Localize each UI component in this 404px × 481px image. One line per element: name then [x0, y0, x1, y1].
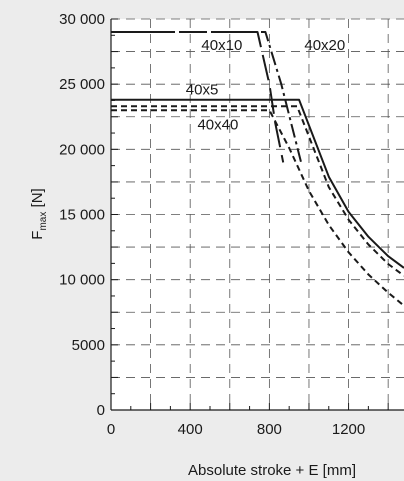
- x-tick-label: 1200: [332, 421, 365, 438]
- y-tick-label: 5000: [72, 337, 105, 354]
- curve-label-40x5: 40x5: [186, 81, 219, 98]
- y-axis-label-subscript: max: [38, 212, 49, 231]
- curve-labels: 40x10 40x20 40x5 40x40: [186, 37, 345, 134]
- y-tick-label: 15 000: [59, 207, 105, 224]
- plot-area-background: [111, 19, 404, 410]
- series-line-40x40: [111, 109, 404, 307]
- series-line-40x5: [111, 98, 404, 269]
- grid: [111, 18, 404, 410]
- series-line-40x10: [111, 31, 285, 163]
- y-tick-label: 10 000: [59, 272, 105, 289]
- curve-label-40x20: 40x20: [304, 37, 345, 54]
- series-line-40x20: [111, 31, 303, 163]
- y-axis-label-main: F: [29, 231, 46, 240]
- series-group: [111, 31, 404, 307]
- x-tick-label: 400: [178, 421, 203, 438]
- curve-label-40x10: 40x10: [201, 37, 242, 54]
- y-axis-label-unit: [N]: [29, 188, 46, 211]
- curve-label-40x40: 40x40: [197, 117, 238, 134]
- series-line: [111, 105, 404, 277]
- x-axis-label: Absolute stroke + E [mm]: [188, 462, 356, 479]
- y-tick-label: 20 000: [59, 141, 105, 158]
- y-tick-label: 0: [97, 402, 105, 419]
- axes: [110, 19, 404, 411]
- x-tick-label: 0: [107, 421, 115, 438]
- y-tick-label: 25 000: [59, 76, 105, 93]
- y-tick-label: 30 000: [59, 11, 105, 28]
- tick-labels: 0 5000 10 000 15 000 20 000 25 000 30 000 0 400 8…: [59, 11, 365, 438]
- y-axis-label: Fmax [N]: [29, 188, 49, 239]
- x-tick-label: 800: [257, 421, 282, 438]
